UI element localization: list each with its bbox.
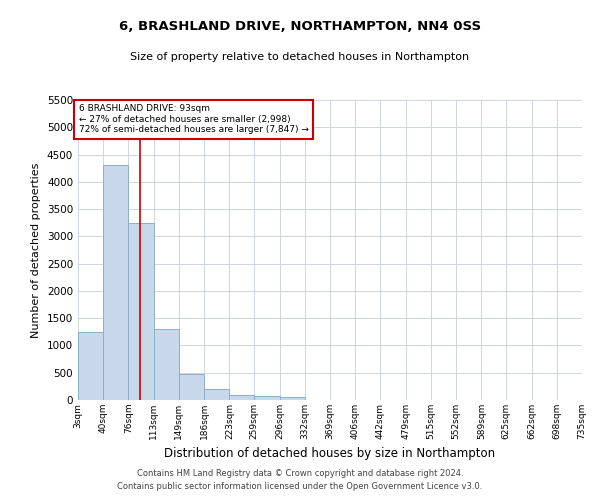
- Text: Contains HM Land Registry data © Crown copyright and database right 2024.: Contains HM Land Registry data © Crown c…: [137, 468, 463, 477]
- Bar: [78, 332, 103, 400]
- Y-axis label: Number of detached properties: Number of detached properties: [31, 162, 41, 338]
- Bar: [204, 389, 229, 400]
- Bar: [280, 396, 305, 400]
- Bar: [254, 396, 280, 400]
- Bar: [103, 166, 128, 400]
- Bar: [128, 222, 154, 400]
- Bar: [154, 329, 179, 400]
- Bar: [229, 394, 254, 400]
- Text: 6 BRASHLAND DRIVE: 93sqm
← 27% of detached houses are smaller (2,998)
72% of sem: 6 BRASHLAND DRIVE: 93sqm ← 27% of detach…: [79, 104, 308, 134]
- Text: Contains public sector information licensed under the Open Government Licence v3: Contains public sector information licen…: [118, 482, 482, 491]
- Text: Size of property relative to detached houses in Northampton: Size of property relative to detached ho…: [130, 52, 470, 62]
- Text: 6, BRASHLAND DRIVE, NORTHAMPTON, NN4 0SS: 6, BRASHLAND DRIVE, NORTHAMPTON, NN4 0SS: [119, 20, 481, 33]
- Bar: [179, 374, 204, 400]
- X-axis label: Distribution of detached houses by size in Northampton: Distribution of detached houses by size …: [164, 448, 496, 460]
